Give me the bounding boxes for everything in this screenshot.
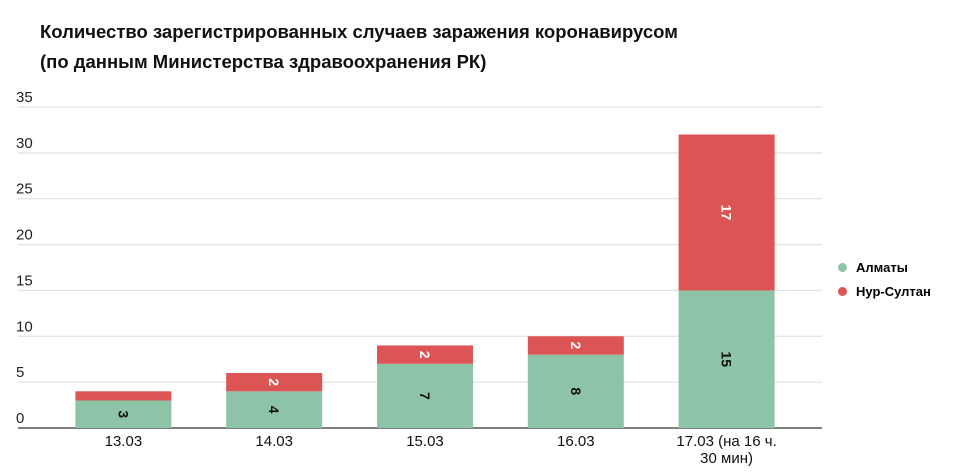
bar-almaty [75, 400, 172, 428]
bar-nur-sultan [527, 336, 624, 355]
x-tick-label: 13.03 [105, 433, 143, 450]
y-tick-label: 30 [16, 135, 33, 152]
legend-swatch-almaty [838, 262, 847, 272]
y-tick-label: 10 [16, 318, 33, 335]
data-label-almaty: 3 [115, 410, 131, 418]
y-tick-label: 25 [16, 181, 33, 198]
legend-item-nur-sultan: Нур-Султан [838, 280, 931, 302]
legend: Алматы Нур-Султан [838, 256, 931, 304]
bar-nur-sultan [75, 391, 172, 401]
legend-swatch-nur-sultan [838, 286, 847, 296]
y-tick-label: 35 [16, 89, 33, 106]
legend-label-almaty: Алматы [856, 259, 908, 275]
legend-label-nur-sultan: Нур-Султан [856, 283, 931, 299]
y-tick-label: 15 [16, 272, 33, 289]
chart-title-line-1: Количество зарегистрированных случаев за… [40, 21, 678, 42]
chart-title: Количество зарегистрированных случаев за… [40, 17, 678, 77]
bar-nur-sultan [226, 372, 323, 392]
bar-almaty [678, 290, 775, 428]
chart-title-line-2: (по данным Министерства здравоохранения … [40, 51, 487, 72]
bar-nur-sultan [678, 134, 775, 291]
bar-almaty [377, 363, 473, 428]
data-label-nur-sultan: 2 [568, 342, 584, 350]
data-label-almaty: 15 [719, 351, 735, 367]
bar-almaty [226, 391, 323, 428]
data-label-nur-sultan: 2 [266, 378, 282, 386]
data-label-almaty: 8 [568, 387, 584, 395]
y-tick-label: 0 [16, 410, 24, 427]
bar-nur-sultan [377, 345, 473, 364]
y-tick-label: 5 [16, 364, 24, 381]
x-tick-label: 30 мин) [700, 450, 753, 467]
y-tick-label: 20 [16, 227, 33, 244]
x-tick-label: 15.03 [406, 433, 444, 450]
x-tick-label: 17.03 (на 16 ч. [676, 433, 776, 450]
data-label-almaty: 7 [417, 392, 433, 400]
data-label-almaty: 4 [266, 406, 282, 414]
x-tick-label: 16.03 [557, 433, 595, 450]
data-label-nur-sultan: 2 [417, 351, 433, 359]
legend-item-almaty: Алматы [838, 256, 931, 278]
data-label-nur-sultan: 17 [719, 205, 735, 221]
x-tick-label: 14.03 [255, 433, 293, 450]
bar-almaty [527, 354, 624, 428]
